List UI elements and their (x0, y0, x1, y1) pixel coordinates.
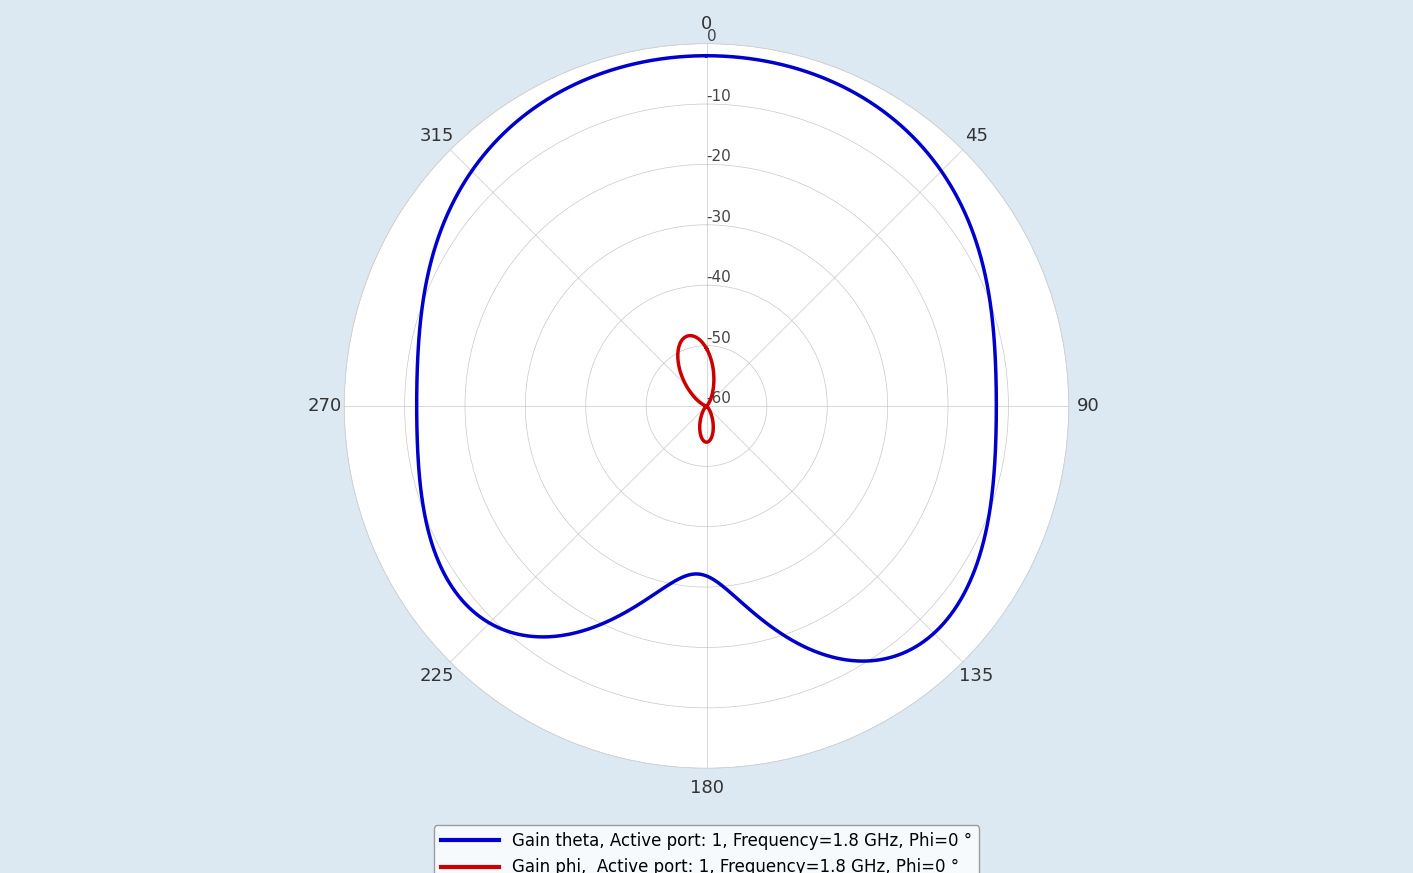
Legend: Gain theta, Active port: 1, Frequency=1.8 GHz, Phi=0 °, Gain phi,  Active port: : Gain theta, Active port: 1, Frequency=1.… (434, 825, 979, 873)
